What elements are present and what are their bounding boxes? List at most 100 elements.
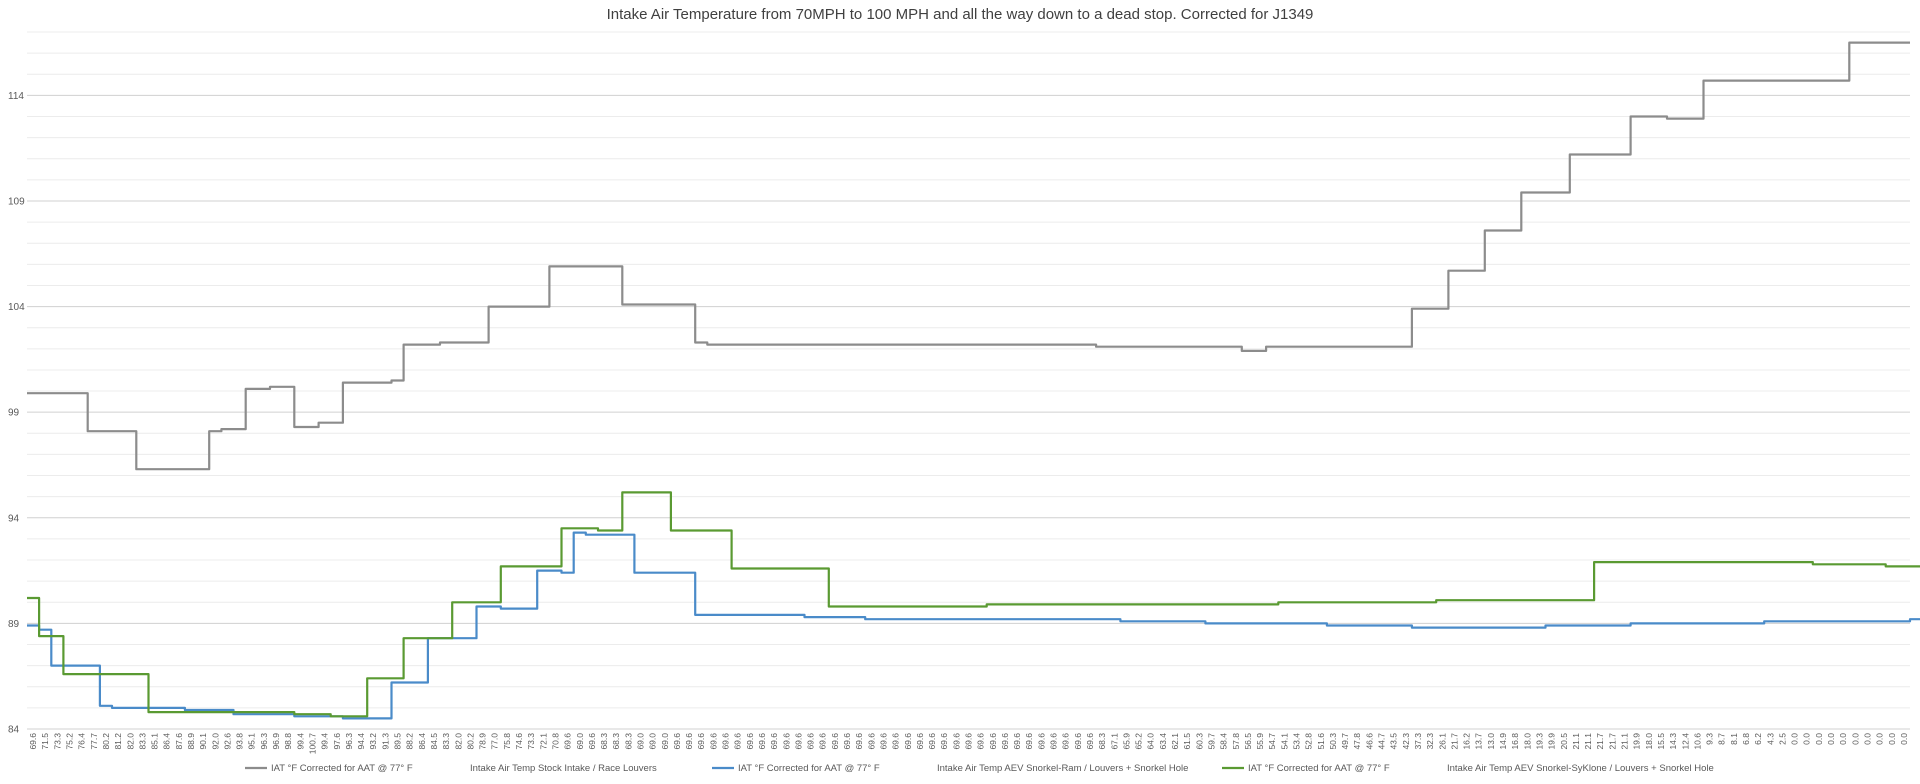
legend-series-name: IAT °F Corrected for AAT @ 77° F: [738, 763, 880, 774]
x-tick-label: 77.7: [89, 733, 99, 750]
x-tick-label: 0.0: [1838, 733, 1848, 745]
x-tick-label: 61.5: [1182, 733, 1192, 750]
x-tick-label: 85.1: [150, 733, 160, 750]
x-tick-label: 21.1: [1620, 733, 1630, 750]
x-tick-label: 0.0: [1850, 733, 1860, 745]
x-tick-label: 8.1: [1729, 733, 1739, 745]
y-tick-label: 114: [8, 91, 24, 102]
x-tick-label: 96.3: [344, 733, 354, 750]
x-tick-label: 88.9: [186, 733, 196, 750]
x-tick-label: 69.6: [927, 733, 937, 750]
series-line-2: [27, 531, 1920, 720]
y-tick-label: 89: [8, 619, 20, 630]
x-tick-label: 69.6: [1000, 733, 1010, 750]
x-tick-label: 60.3: [1194, 733, 1204, 750]
x-tick-label: 90.1: [198, 733, 208, 750]
x-tick-label: 67.1: [1109, 733, 1119, 750]
x-tick-label: 95.1: [247, 733, 257, 750]
x-tick-label: 100.7: [307, 733, 317, 755]
legend: IAT °F Corrected for AAT @ 77° F Intake A…: [245, 763, 1714, 774]
x-tick-label: 94.4: [356, 733, 366, 750]
x-tick-label: 69.6: [1061, 733, 1071, 750]
x-tick-label: 64.0: [1146, 733, 1156, 750]
x-tick-label: 69.6: [842, 733, 852, 750]
x-tick-label: 54.7: [1267, 733, 1277, 750]
x-tick-label: 89.5: [393, 733, 403, 750]
x-tick-label: 14.3: [1668, 733, 1678, 750]
x-tick-label: 57.8: [1231, 733, 1241, 750]
x-tick-label: 80.2: [465, 733, 475, 750]
x-tick-label: 69.0: [635, 733, 645, 750]
grid-lines: [27, 31, 1910, 730]
x-tick-label: 87.6: [174, 733, 184, 750]
x-tick-label: 69.6: [1049, 733, 1059, 750]
x-tick-label: 69.6: [854, 733, 864, 750]
x-tick-label: 69.6: [587, 733, 597, 750]
x-tick-label: 54.1: [1279, 733, 1289, 750]
x-tick-label: 69.6: [1036, 733, 1046, 750]
x-tick-label: 69.6: [721, 733, 731, 750]
x-tick-label: 86.4: [417, 733, 427, 750]
x-tick-label: 69.6: [866, 733, 876, 750]
x-tick-label: 69.6: [951, 733, 961, 750]
x-tick-label: 21.7: [1449, 733, 1459, 750]
x-axis-ticks: 69.6 71.5 73.3 75.2 76.4 77.7 80.2 81.2 82.0 83.3…: [28, 733, 1909, 755]
legend-series-label: Intake Air Temp AEV Snorkel-SyKlone / Lo…: [1447, 763, 1714, 774]
y-tick-label: 109: [8, 196, 25, 207]
x-tick-label: 47.8: [1352, 733, 1362, 750]
x-tick-label: 69.6: [988, 733, 998, 750]
x-tick-label: 19.3: [1534, 733, 1544, 750]
x-tick-label: 63.4: [1158, 733, 1168, 750]
x-tick-label: 73.3: [526, 733, 536, 750]
x-tick-label: 49.7: [1340, 733, 1350, 750]
x-tick-label: 6.2: [1753, 733, 1763, 745]
x-tick-label: 0.0: [1826, 733, 1836, 745]
x-tick-label: 86.4: [162, 733, 172, 750]
x-tick-label: 93.2: [368, 733, 378, 750]
x-tick-label: 75.8: [502, 733, 512, 750]
x-tick-label: 59.7: [1206, 733, 1216, 750]
x-tick-label: 69.6: [1085, 733, 1095, 750]
x-tick-label: 8.7: [1717, 733, 1727, 745]
x-tick-label: 0.0: [1875, 733, 1885, 745]
x-tick-label: 53.4: [1292, 733, 1302, 750]
x-tick-label: 69.6: [915, 733, 925, 750]
x-tick-label: 69.6: [28, 733, 38, 750]
x-tick-label: 43.5: [1389, 733, 1399, 750]
legend-series-name: IAT °F Corrected for AAT @ 77° F: [1248, 763, 1390, 774]
y-axis-ticks: 84 89 94 99 104 109 114: [8, 91, 25, 736]
x-tick-label: 68.3: [623, 733, 633, 750]
y-tick-label: 99: [8, 408, 20, 419]
x-tick-label: 69.6: [793, 733, 803, 750]
x-tick-label: 19.9: [1632, 733, 1642, 750]
x-tick-label: 56.5: [1243, 733, 1253, 750]
x-tick-label: 46.6: [1364, 733, 1374, 750]
x-tick-label: 99.4: [295, 733, 305, 750]
x-tick-label: 69.6: [563, 733, 573, 750]
x-tick-label: 68.3: [599, 733, 609, 750]
x-tick-label: 2.5: [1777, 733, 1787, 745]
x-tick-label: 21.7: [1607, 733, 1617, 750]
x-tick-label: 77.0: [490, 733, 500, 750]
x-tick-label: 71.5: [40, 733, 50, 750]
x-tick-label: 0.0: [1862, 733, 1872, 745]
x-tick-label: 68.3: [1097, 733, 1107, 750]
x-tick-label: 51.6: [1316, 733, 1326, 750]
series-line-3: [27, 491, 1920, 718]
x-tick-label: 69.6: [1024, 733, 1034, 750]
x-tick-label: 84.5: [429, 733, 439, 750]
x-tick-label: 69.6: [830, 733, 840, 750]
x-tick-label: 13.7: [1474, 733, 1484, 750]
x-tick-label: 69.6: [891, 733, 901, 750]
x-tick-label: 0.0: [1802, 733, 1812, 745]
x-tick-label: 97.6: [332, 733, 342, 750]
x-tick-label: 20.5: [1559, 733, 1569, 750]
x-tick-label: 62.1: [1170, 733, 1180, 750]
x-tick-label: 82.0: [125, 733, 135, 750]
x-tick-label: 65.2: [1134, 733, 1144, 750]
x-tick-label: 55.9: [1255, 733, 1265, 750]
x-tick-label: 69.0: [660, 733, 670, 750]
x-tick-label: 18.0: [1644, 733, 1654, 750]
x-tick-label: 75.2: [65, 733, 75, 750]
